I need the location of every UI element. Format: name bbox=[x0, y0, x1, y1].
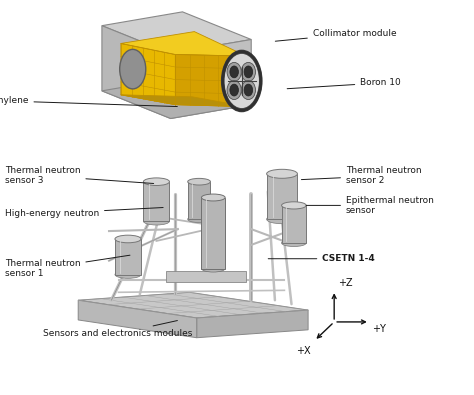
FancyBboxPatch shape bbox=[188, 182, 210, 219]
Ellipse shape bbox=[188, 216, 210, 222]
Polygon shape bbox=[102, 77, 251, 118]
Text: Sensors and electronics modules: Sensors and electronics modules bbox=[43, 321, 192, 338]
Ellipse shape bbox=[227, 62, 241, 81]
Ellipse shape bbox=[115, 235, 141, 243]
FancyBboxPatch shape bbox=[282, 205, 306, 243]
Ellipse shape bbox=[227, 81, 241, 100]
FancyBboxPatch shape bbox=[115, 239, 141, 275]
Ellipse shape bbox=[143, 217, 170, 225]
Ellipse shape bbox=[266, 215, 297, 224]
Polygon shape bbox=[121, 95, 246, 107]
Text: High-energy neutron: High-energy neutron bbox=[5, 207, 163, 218]
Ellipse shape bbox=[244, 66, 253, 78]
Polygon shape bbox=[121, 43, 175, 105]
Ellipse shape bbox=[266, 169, 297, 178]
Ellipse shape bbox=[221, 50, 262, 111]
Ellipse shape bbox=[188, 179, 210, 185]
Text: Thermal neutron
sensor 2: Thermal neutron sensor 2 bbox=[301, 166, 422, 186]
Ellipse shape bbox=[201, 265, 225, 272]
Polygon shape bbox=[102, 12, 251, 53]
Text: CSETN 1-4: CSETN 1-4 bbox=[268, 254, 375, 263]
Text: Thermal neutron
sensor 1: Thermal neutron sensor 1 bbox=[5, 255, 130, 278]
Polygon shape bbox=[78, 292, 308, 318]
Ellipse shape bbox=[201, 194, 225, 201]
Text: +Y: +Y bbox=[372, 324, 386, 334]
FancyBboxPatch shape bbox=[143, 182, 169, 221]
Ellipse shape bbox=[282, 202, 306, 209]
Polygon shape bbox=[197, 310, 308, 338]
Ellipse shape bbox=[241, 81, 255, 100]
Ellipse shape bbox=[143, 178, 170, 186]
Text: Epithermal neutron
sensor: Epithermal neutron sensor bbox=[306, 196, 434, 215]
Text: +Z: +Z bbox=[338, 278, 353, 288]
Text: Polyethylene: Polyethylene bbox=[0, 96, 177, 107]
FancyBboxPatch shape bbox=[266, 174, 298, 219]
Ellipse shape bbox=[244, 84, 253, 96]
Polygon shape bbox=[171, 40, 251, 118]
FancyBboxPatch shape bbox=[166, 271, 246, 282]
Ellipse shape bbox=[230, 66, 238, 78]
Ellipse shape bbox=[241, 62, 255, 81]
Polygon shape bbox=[102, 26, 171, 118]
Ellipse shape bbox=[282, 239, 306, 246]
Polygon shape bbox=[78, 300, 197, 338]
Ellipse shape bbox=[224, 53, 259, 109]
Ellipse shape bbox=[115, 271, 141, 278]
Polygon shape bbox=[175, 55, 246, 107]
FancyBboxPatch shape bbox=[201, 198, 225, 269]
Ellipse shape bbox=[119, 49, 146, 89]
Text: Thermal neutron
sensor 3: Thermal neutron sensor 3 bbox=[5, 166, 154, 186]
Ellipse shape bbox=[230, 84, 238, 96]
Text: Boron 10: Boron 10 bbox=[287, 79, 401, 89]
Text: Collimator module: Collimator module bbox=[275, 29, 396, 41]
Polygon shape bbox=[121, 32, 246, 56]
Text: +X: +X bbox=[296, 346, 310, 356]
